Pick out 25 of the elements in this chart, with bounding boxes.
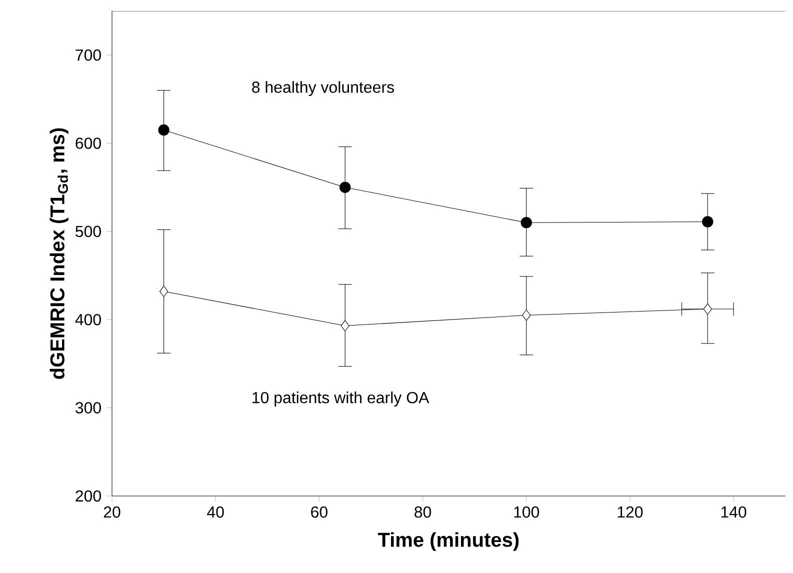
point [703, 303, 712, 315]
x-tick-label: 60 [311, 506, 328, 518]
y-axis-title: dGEMRIC Index (T1$_{Gd}$, ms) [50, 128, 68, 379]
y-tick-label: 500 [76, 226, 101, 238]
x-tick-label: 100 [514, 506, 540, 518]
point [520, 217, 532, 228]
y-tick-label: 300 [76, 402, 101, 414]
x-tick-label: 120 [618, 506, 643, 518]
x-tick-label: 140 [721, 506, 746, 518]
y-tick-label: 400 [75, 314, 101, 326]
x-axis-title: Time (minutes) [378, 532, 519, 551]
point [340, 320, 350, 332]
y-tick-label: 200 [76, 490, 101, 502]
y-tick-label: 600 [76, 138, 101, 149]
annotation: 10 patients with early OA [252, 392, 430, 406]
point [158, 124, 170, 136]
x-tick-label: 40 [207, 506, 224, 518]
y-tick-label: 700 [76, 49, 101, 61]
point [339, 182, 351, 193]
point [702, 216, 714, 228]
point [522, 310, 531, 321]
x-tick-label: 20 [104, 506, 120, 518]
point [160, 286, 168, 298]
annotation: 8 healthy volunteers [252, 81, 394, 96]
x-tick-label: 80 [414, 506, 432, 518]
